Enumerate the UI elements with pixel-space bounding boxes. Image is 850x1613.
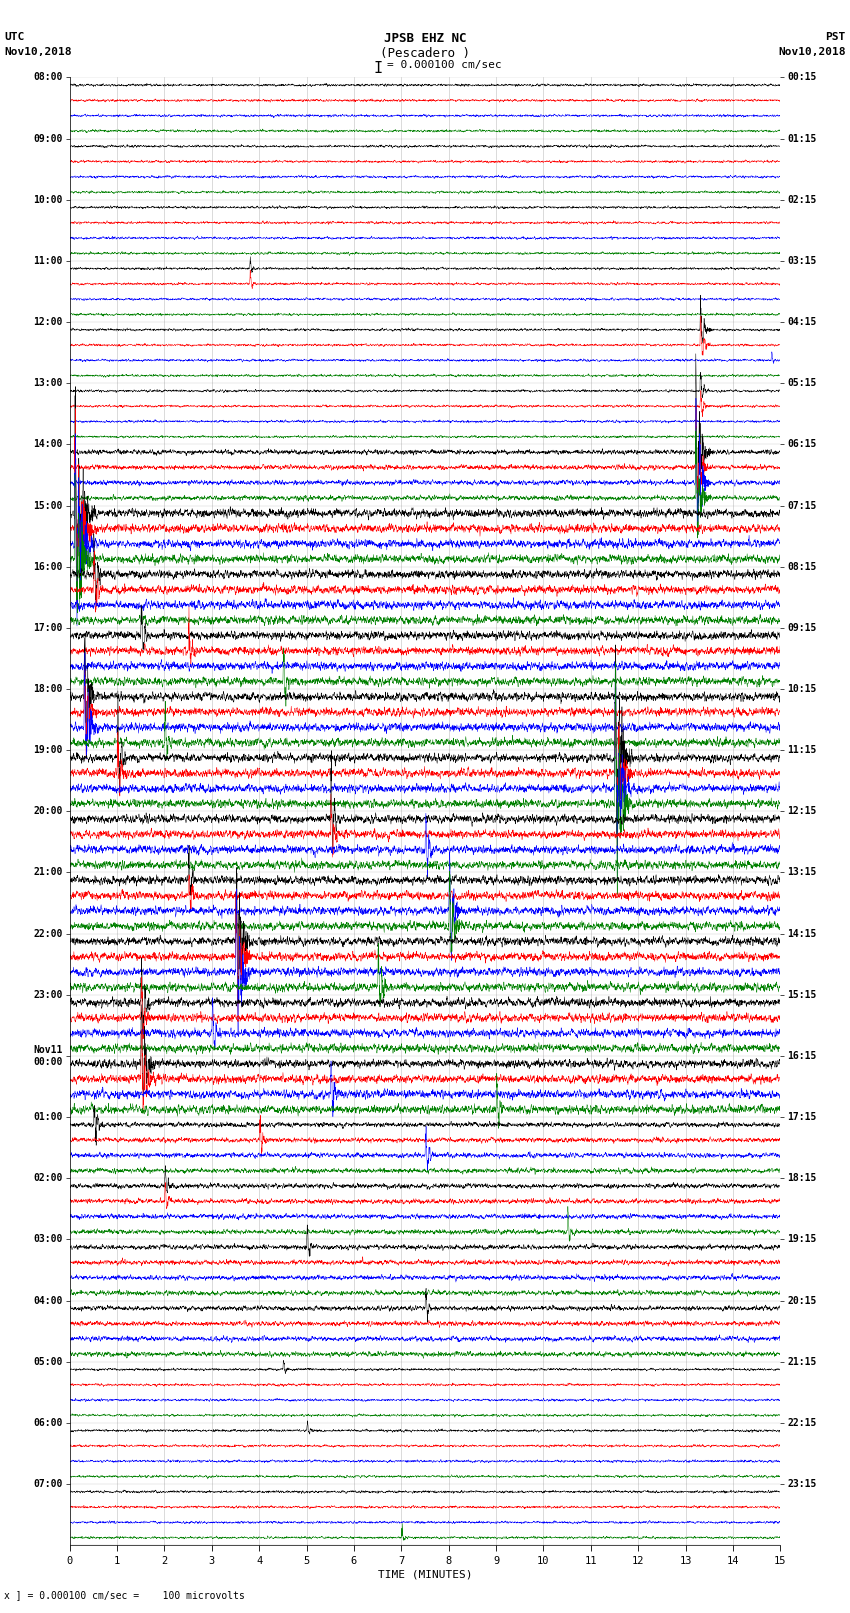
Text: (Pescadero ): (Pescadero ) xyxy=(380,47,470,60)
Text: PST: PST xyxy=(825,32,846,42)
Text: UTC: UTC xyxy=(4,32,25,42)
Text: x ] = 0.000100 cm/sec =    100 microvolts: x ] = 0.000100 cm/sec = 100 microvolts xyxy=(4,1590,245,1600)
Text: Nov10,2018: Nov10,2018 xyxy=(4,47,71,56)
Text: = 0.000100 cm/sec: = 0.000100 cm/sec xyxy=(387,60,501,69)
Text: I: I xyxy=(374,61,382,76)
Text: JPSB EHZ NC: JPSB EHZ NC xyxy=(383,32,467,45)
X-axis label: TIME (MINUTES): TIME (MINUTES) xyxy=(377,1569,473,1579)
Text: Nov10,2018: Nov10,2018 xyxy=(779,47,846,56)
